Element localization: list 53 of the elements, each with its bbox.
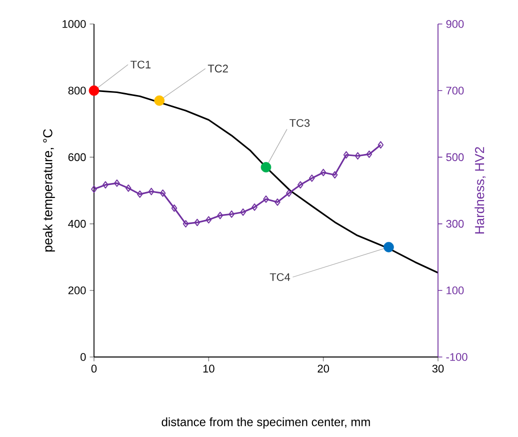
point <box>343 151 350 159</box>
annotation: TC4 <box>270 273 290 282</box>
annotation: TC2 <box>208 64 228 72</box>
y2-tick-label: -100 <box>446 353 468 361</box>
point <box>298 181 304 189</box>
x-tick-label: 30 <box>432 364 444 373</box>
point <box>260 162 272 172</box>
point <box>320 168 326 176</box>
y-tick-label: 1000 <box>62 20 86 28</box>
x-tick-label: 20 <box>318 364 330 373</box>
point <box>91 185 97 193</box>
point <box>154 95 165 106</box>
y2-tick-label: 900 <box>446 20 464 28</box>
point <box>148 188 154 196</box>
point <box>217 212 224 220</box>
y-tick-label: 400 <box>68 220 86 228</box>
point <box>286 189 292 197</box>
y-tick-label: 800 <box>68 86 86 94</box>
point <box>332 171 338 179</box>
point <box>354 152 361 160</box>
point <box>228 210 234 218</box>
point <box>88 85 100 96</box>
y-axis-title: peak temperature, °C <box>42 129 55 252</box>
y2-tick-label: 700 <box>446 86 464 94</box>
point <box>274 198 280 206</box>
y2-axis-title: Hardness, HV2 <box>474 147 486 234</box>
point <box>366 150 372 158</box>
point <box>378 141 384 149</box>
y2-tick-label: 100 <box>446 286 464 294</box>
point <box>384 242 394 252</box>
point <box>308 174 315 182</box>
y2-tick-label: 300 <box>446 220 464 228</box>
point <box>240 208 246 216</box>
y-tick-label: 0 <box>80 353 86 361</box>
point <box>102 181 108 189</box>
x-axis-title: distance from the specimen center, mm <box>162 417 370 429</box>
point <box>136 190 143 198</box>
x-tick-label: 0 <box>91 364 97 373</box>
annotation: TC1 <box>130 60 151 68</box>
point <box>182 220 189 228</box>
point <box>263 195 269 203</box>
point <box>171 204 178 212</box>
point <box>206 216 212 224</box>
annotation: TC3 <box>290 119 310 127</box>
point <box>160 189 166 197</box>
point <box>194 218 200 226</box>
y2-tick-label: 500 <box>446 153 464 162</box>
point <box>126 184 132 192</box>
x-tick-label: 10 <box>203 364 214 373</box>
y-tick-label: 200 <box>68 286 86 294</box>
point <box>252 203 258 211</box>
y-tick-label: 600 <box>68 153 86 162</box>
point <box>114 179 120 187</box>
